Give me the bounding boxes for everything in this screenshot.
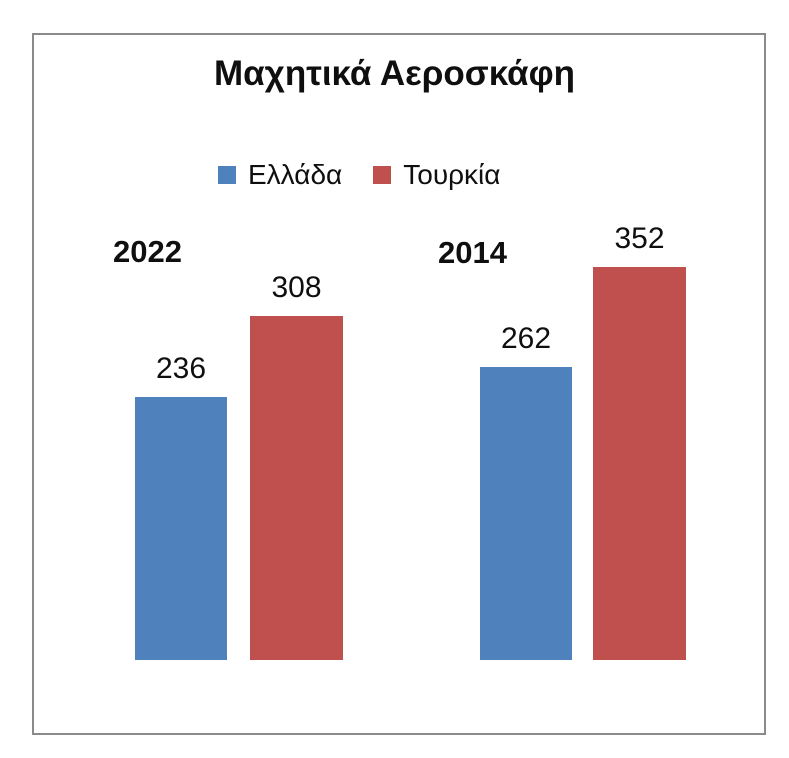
bar (135, 397, 227, 660)
category-label: 2022 (113, 234, 182, 269)
legend-item: Τουρκία (373, 159, 500, 191)
value-label: 262 (500, 322, 552, 355)
legend-swatch (218, 166, 236, 184)
legend-swatch (373, 166, 392, 184)
value-label: 236 (155, 352, 207, 385)
legend-label: Ελλάδα (248, 159, 343, 190)
bar (250, 316, 343, 660)
value-label: 308 (271, 271, 322, 304)
category-label: 2014 (438, 235, 507, 270)
legend-label: Τουρκία (403, 159, 501, 190)
bar (593, 267, 686, 660)
legend: Ελλάδα Τουρκία (218, 158, 500, 192)
bar (480, 367, 572, 660)
chart-title: Μαχητικά Αεροσκάφη (214, 54, 575, 93)
legend-item: Ελλάδα (218, 159, 342, 191)
value-label: 352 (614, 222, 665, 255)
